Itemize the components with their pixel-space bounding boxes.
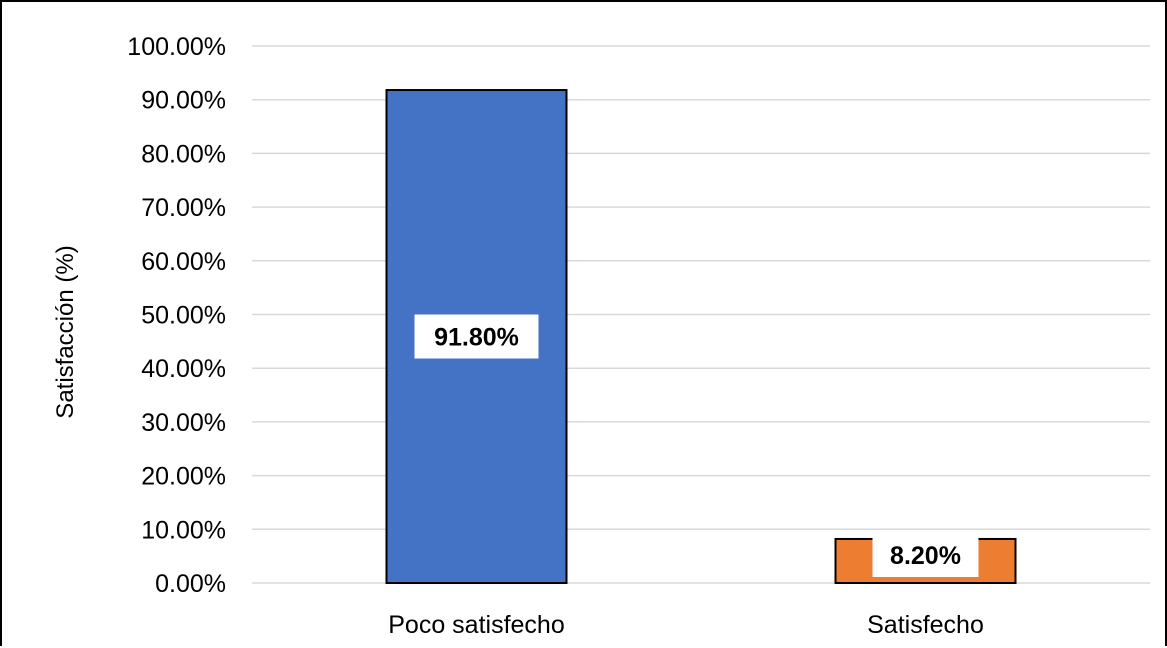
x-category-label: Poco satisfecho bbox=[388, 611, 565, 639]
y-tick-label: 30.00% bbox=[141, 409, 226, 437]
data-label: 8.20% bbox=[890, 542, 961, 570]
y-tick-label: 40.00% bbox=[141, 355, 226, 383]
y-tick-label: 90.00% bbox=[141, 87, 226, 115]
y-tick-label: 20.00% bbox=[141, 463, 226, 491]
y-tick-label: 10.00% bbox=[141, 516, 226, 544]
x-category-label: Satisfecho bbox=[867, 611, 984, 639]
data-label: 91.80% bbox=[434, 324, 519, 352]
x-axis-category-labels: Poco satisfecho Satisfecho bbox=[388, 611, 984, 639]
y-tick-label: 70.00% bbox=[141, 194, 226, 222]
y-tick-label: 100.00% bbox=[127, 33, 226, 61]
y-tick-label: 0.00% bbox=[155, 570, 226, 598]
y-axis-title: Satisfacción (%) bbox=[52, 245, 79, 418]
y-axis-tick-labels: 0.00% 10.00% 20.00% 30.00% 40.00% 50.00% 60.00… bbox=[127, 33, 226, 598]
y-tick-label: 60.00% bbox=[141, 248, 226, 276]
y-tick-label: 50.00% bbox=[141, 302, 226, 330]
y-tick-label: 80.00% bbox=[141, 140, 226, 168]
